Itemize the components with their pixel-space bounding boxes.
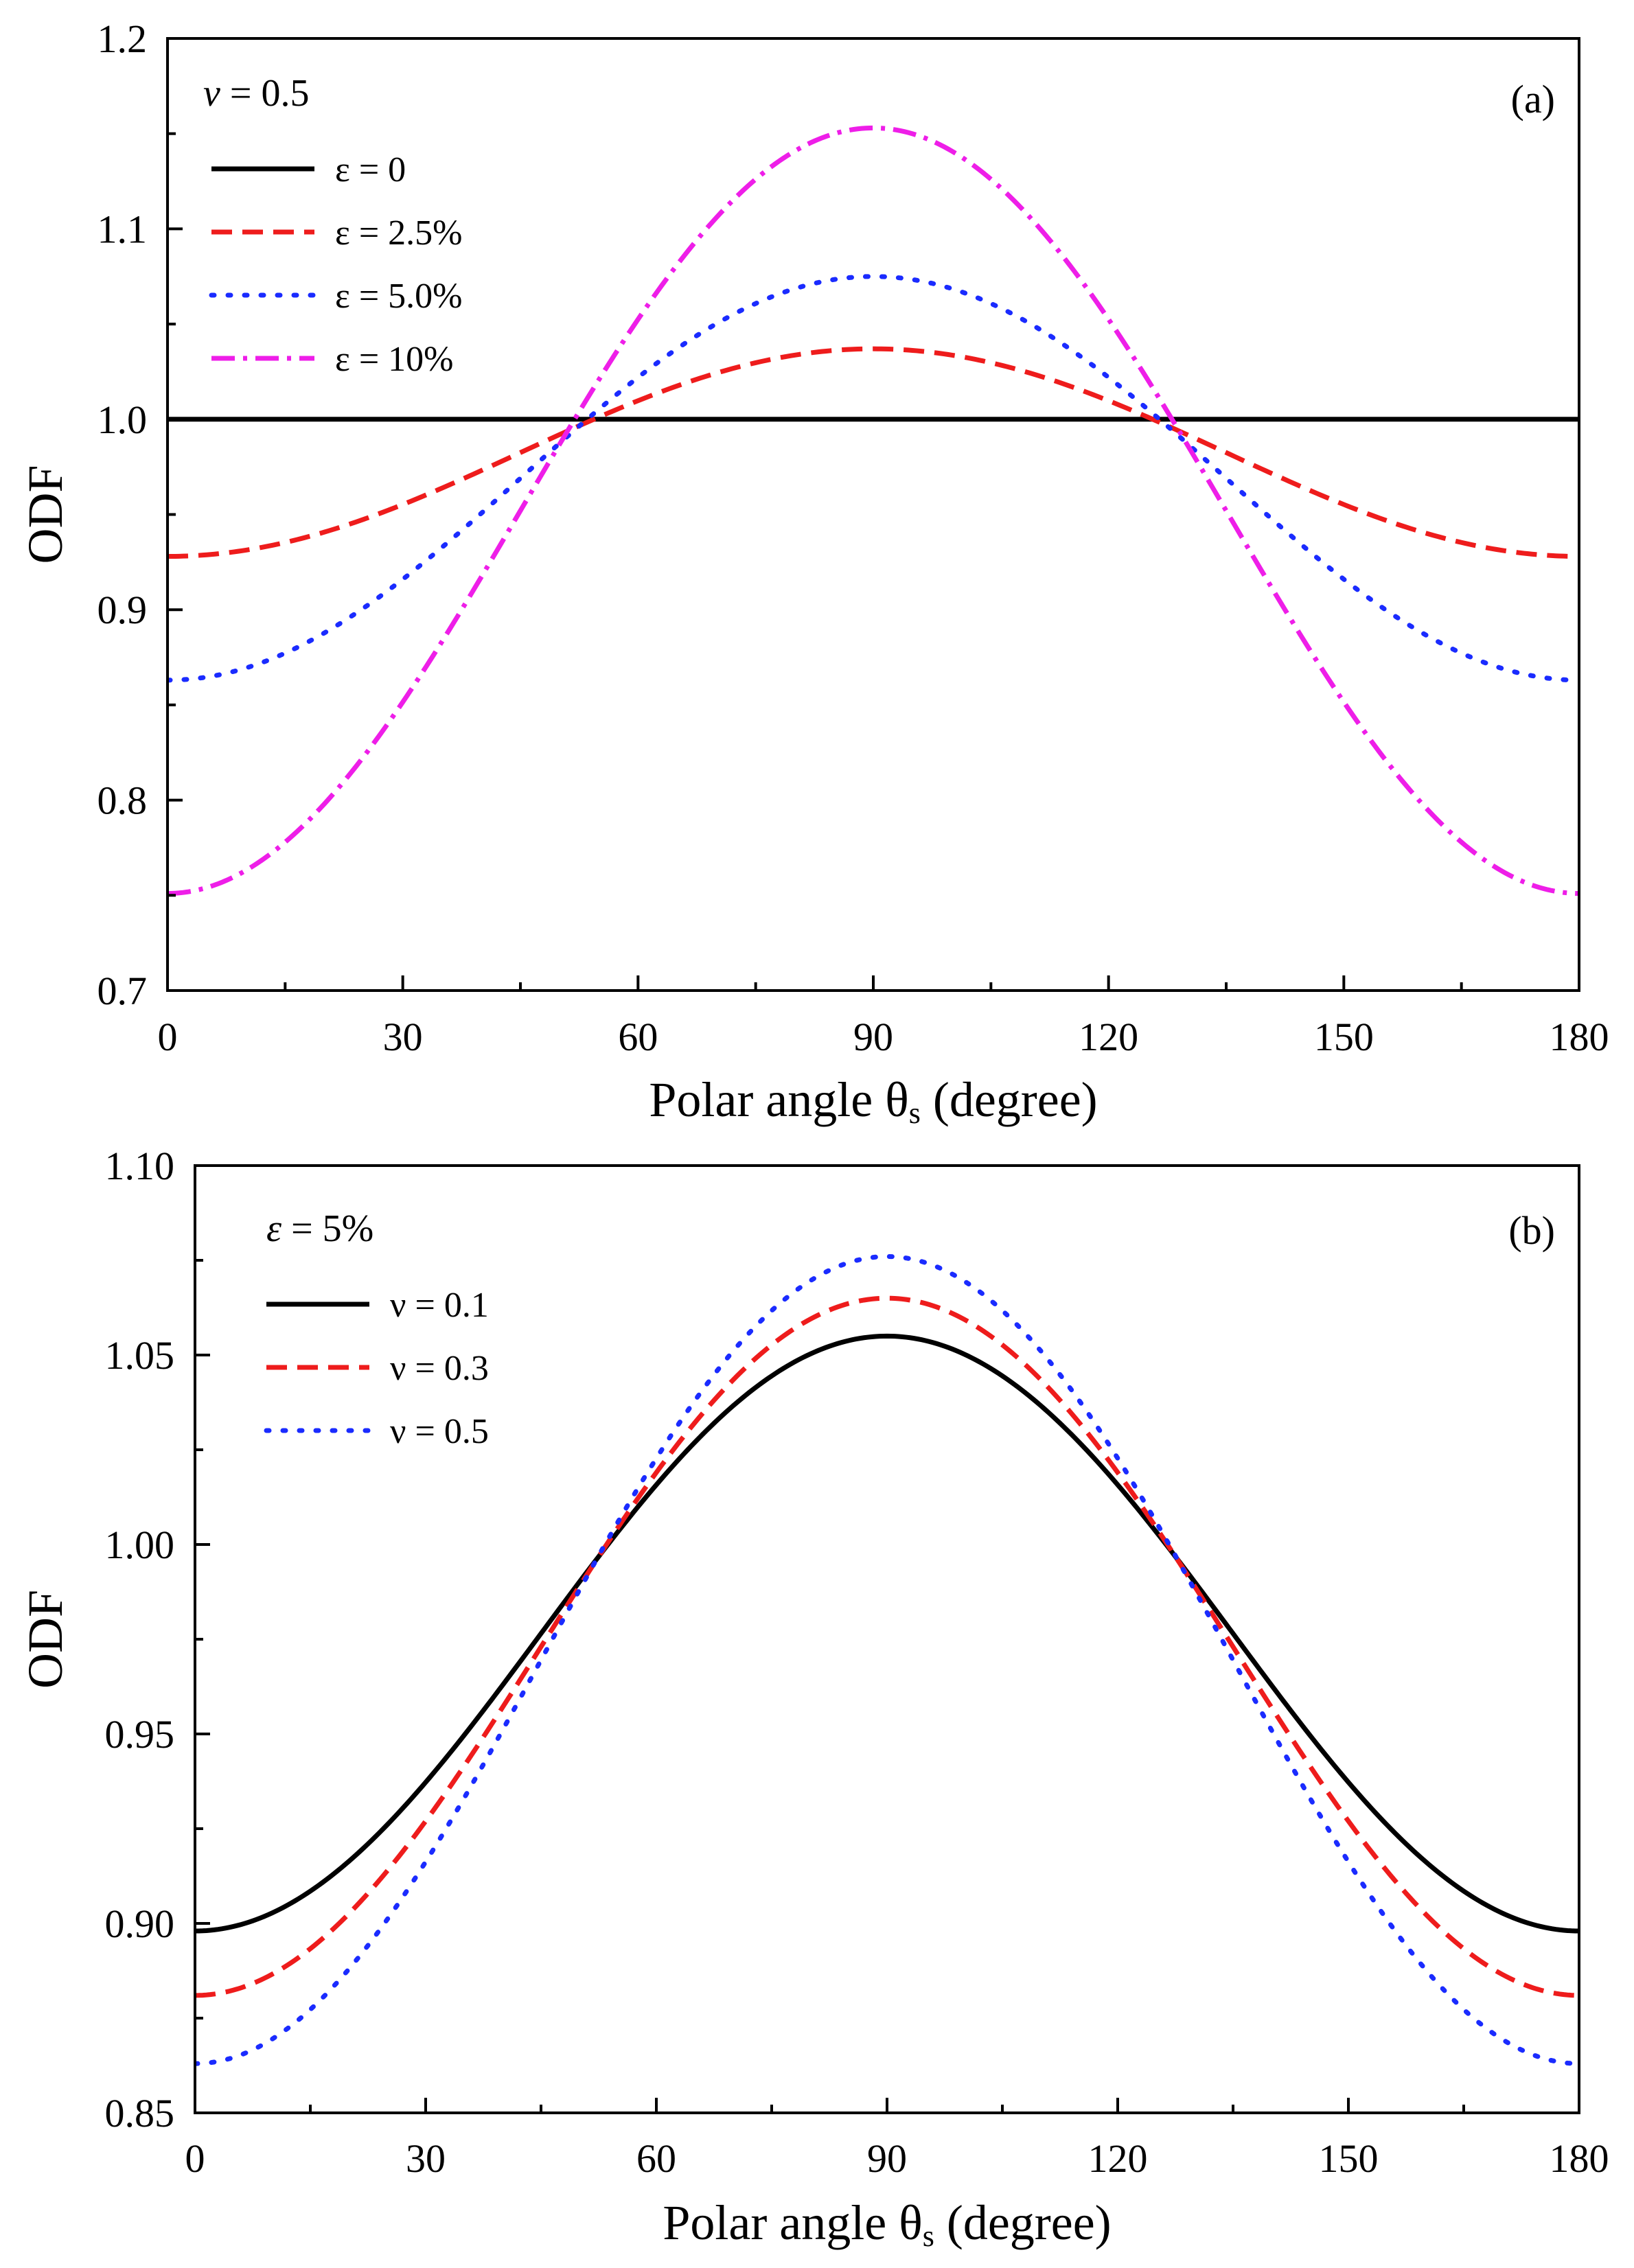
series-line-4 xyxy=(168,125,1579,896)
y-axis-title: ODF xyxy=(18,465,73,564)
y-tick-label: 0.7 xyxy=(97,969,148,1013)
x-axis-title-subscript: s xyxy=(909,1096,921,1130)
x-tick-label: 90 xyxy=(867,2136,907,2181)
x-axis-title-main: Polar angle θ xyxy=(649,1072,908,1127)
x-axis-title-unit: (degree) xyxy=(934,2195,1112,2250)
y-tick-label: 1.1 xyxy=(97,207,148,251)
x-axis-title-unit: (degree) xyxy=(921,1072,1098,1127)
series-line-3 xyxy=(168,274,1579,683)
series-line-1 xyxy=(195,1333,1579,1934)
x-axis-title: Polar angle θs (degree) xyxy=(663,2195,1111,2253)
series-line-3 xyxy=(195,1253,1579,2066)
y-axis-title: ODF xyxy=(18,1590,73,1689)
legend-label-1: ν = 0.1 xyxy=(390,1286,489,1325)
legend-label-2: ν = 0.3 xyxy=(390,1349,489,1388)
panel-label: (a) xyxy=(1511,77,1555,121)
parameter-symbol: ν xyxy=(203,72,220,115)
x-tick-label: 120 xyxy=(1088,2136,1148,2181)
y-tick-label: 0.8 xyxy=(97,778,148,823)
y-tick-label: 1.2 xyxy=(97,16,148,61)
x-tick-label: 0 xyxy=(185,2136,205,2181)
parameter-value: = 5% xyxy=(281,1207,373,1250)
legend-label-2: ε = 2.5% xyxy=(335,213,462,253)
series-line-2 xyxy=(195,1295,1579,1998)
x-tick-label: 180 xyxy=(1550,2136,1609,2181)
x-tick-label: 60 xyxy=(618,1015,658,1059)
x-axis-title: Polar angle θs (degree) xyxy=(649,1072,1097,1130)
series-line-2 xyxy=(168,346,1579,559)
y-tick-label: 0.9 xyxy=(97,588,148,632)
x-axis-title-main: Polar angle θ xyxy=(663,2195,922,2250)
x-tick-label: 0 xyxy=(158,1015,178,1059)
legend-label-3: ν = 0.5 xyxy=(390,1412,489,1451)
chart-panel-a: 0 30 60 90 120 150 180 0.7 0.8 0.9 1.0 1.1 1.2 Polar … xyxy=(18,16,1609,1130)
x-tick-label: 30 xyxy=(406,2136,446,2181)
panel-label: (b) xyxy=(1508,1208,1555,1253)
x-tick-label: 150 xyxy=(1314,1015,1374,1059)
x-tick-label: 120 xyxy=(1079,1015,1138,1059)
x-tick-label: 150 xyxy=(1319,2136,1379,2181)
x-tick-label: 60 xyxy=(636,2136,676,2181)
x-tick-label: 180 xyxy=(1550,1015,1609,1059)
x-tick-label: 90 xyxy=(853,1015,893,1059)
legend-label-4: ε = 10% xyxy=(335,340,453,379)
parameter-annotation: ν = 0.5 xyxy=(203,72,309,115)
legend-label-1: ε = 0 xyxy=(335,150,406,189)
chart-panel-b: 0 30 60 90 120 150 180 0.85 0.90 0.95 1.00 1.05 1.10… xyxy=(18,1144,1609,2253)
parameter-value: = 0.5 xyxy=(220,72,310,115)
y-tick-label: 0.90 xyxy=(105,1901,175,1946)
parameter-annotation: ε = 5% xyxy=(266,1207,373,1250)
y-tick-label: 1.05 xyxy=(105,1333,175,1378)
y-tick-label: 1.10 xyxy=(105,1144,175,1188)
x-axis-title-subscript: s xyxy=(923,2219,934,2253)
parameter-symbol: ε xyxy=(266,1207,282,1250)
y-tick-label: 0.95 xyxy=(105,1712,175,1757)
y-tick-label: 0.85 xyxy=(105,2091,175,2136)
x-tick-label: 30 xyxy=(383,1015,423,1059)
legend-label-3: ε = 5.0% xyxy=(335,277,462,316)
y-tick-label: 1.00 xyxy=(105,1523,175,1567)
y-tick-label: 1.0 xyxy=(97,397,148,442)
